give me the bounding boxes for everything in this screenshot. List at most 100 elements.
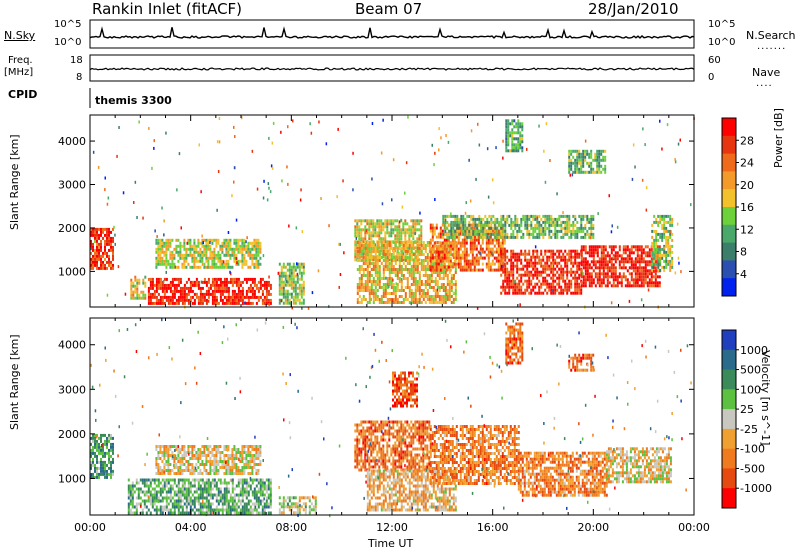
power-cell <box>406 259 409 262</box>
power-cell <box>159 298 162 302</box>
power-cell <box>398 271 401 274</box>
power-cell <box>532 288 535 292</box>
power-cell <box>669 232 672 236</box>
power-cell <box>416 250 419 253</box>
power-cell <box>410 292 413 295</box>
power-cell <box>514 226 517 230</box>
power-scatter-cell <box>299 198 302 202</box>
power-scatter-cell <box>224 287 227 291</box>
power-cell <box>572 232 575 236</box>
power-cell <box>636 248 639 252</box>
power-scatter-cell <box>512 149 515 153</box>
power-cell <box>108 263 110 267</box>
power-cell <box>288 298 291 302</box>
power-cell <box>414 228 417 232</box>
power-cell <box>296 295 299 299</box>
velocity-cell <box>149 481 152 485</box>
power-cell <box>504 223 507 227</box>
power-cell <box>366 271 369 274</box>
power-cell <box>493 244 496 248</box>
power-cell <box>360 283 363 286</box>
power-cell <box>161 283 164 287</box>
power-cell <box>580 223 583 227</box>
power-cell <box>422 262 425 265</box>
power-cell <box>372 219 375 223</box>
power-cell <box>173 286 176 290</box>
power-cell <box>207 286 210 290</box>
power-cell <box>451 265 454 269</box>
power-cell <box>475 244 478 248</box>
power-cell <box>453 253 456 257</box>
power-cell <box>659 247 662 251</box>
power-cell <box>406 231 409 235</box>
power-cell <box>628 251 631 255</box>
power-cell <box>614 272 617 276</box>
power-cell <box>436 241 439 244</box>
power-cell <box>443 253 446 257</box>
power-cell <box>231 247 234 251</box>
power-cell <box>442 232 445 236</box>
power-cell <box>497 244 500 248</box>
velocity-cell <box>92 460 94 464</box>
velocity-cell <box>173 511 176 515</box>
power-cell <box>404 250 407 253</box>
velocity-cell <box>179 496 182 500</box>
power-scatter-cell <box>309 122 311 126</box>
power-cell <box>536 235 539 239</box>
power-cell <box>157 283 160 287</box>
power-scatter-cell <box>97 165 100 169</box>
power-cell <box>144 281 147 285</box>
power-cell <box>237 277 240 281</box>
power-cell <box>502 217 505 221</box>
power-cell <box>376 241 379 244</box>
power-cell <box>380 252 383 256</box>
power-cell <box>112 248 114 252</box>
power-cell <box>358 247 361 250</box>
power-cell <box>424 265 427 268</box>
power-cell <box>426 295 429 298</box>
power-cell <box>414 222 417 226</box>
power-cell <box>657 253 660 257</box>
power-cell <box>358 265 361 268</box>
power-cell <box>404 295 407 298</box>
power-cell <box>576 255 579 259</box>
power-cell <box>510 252 513 256</box>
power-cell <box>540 252 543 256</box>
nsearch-tick-bottom: 10^0 <box>708 37 736 48</box>
power-cell <box>386 228 389 232</box>
power-cell <box>550 282 553 286</box>
power-cell <box>420 244 423 247</box>
power-cell <box>444 295 447 298</box>
power-cell <box>193 262 196 266</box>
power-cell <box>542 214 545 218</box>
power-scatter-cell <box>277 271 280 275</box>
power-cell <box>534 270 537 274</box>
power-cell <box>241 298 244 302</box>
power-cell <box>560 214 563 218</box>
power-cell <box>167 298 170 302</box>
power-cell <box>157 298 160 302</box>
power-cell <box>602 266 605 270</box>
power-cell <box>508 258 511 262</box>
power-cell <box>528 252 531 256</box>
power-cell <box>431 256 434 260</box>
power-scatter-cell <box>142 216 144 220</box>
power-cell <box>433 244 436 248</box>
power-cell <box>454 286 457 289</box>
power-cell <box>418 247 421 250</box>
velocity-cell <box>94 433 96 437</box>
power-cell <box>454 214 457 218</box>
power-cell <box>189 298 192 302</box>
power-cell <box>360 252 363 256</box>
power-cell <box>663 253 666 257</box>
power-cell <box>251 289 254 293</box>
power-cell <box>616 275 619 279</box>
power-cell <box>646 245 649 249</box>
velocity-cell <box>106 451 108 455</box>
power-cell <box>584 223 587 227</box>
power-cell <box>438 274 441 277</box>
power-cell <box>592 248 595 252</box>
power-cell <box>211 256 214 260</box>
power-cell <box>155 250 158 254</box>
power-cell <box>155 298 158 302</box>
